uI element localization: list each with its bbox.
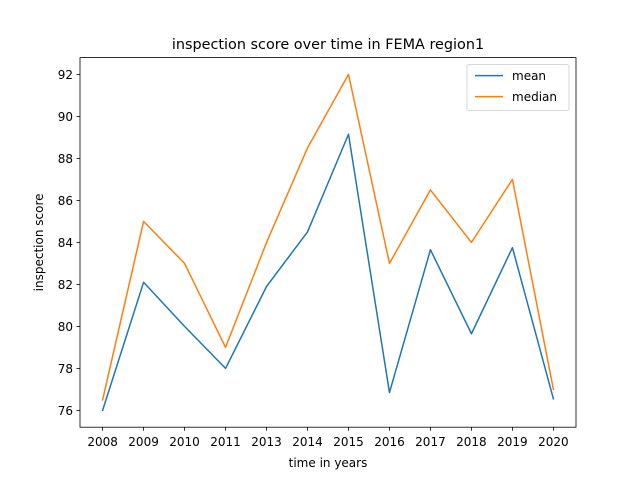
x-tick-label: 2019 (497, 435, 528, 449)
y-tick-label: 86 (58, 194, 73, 208)
y-tick-label: 78 (58, 362, 73, 376)
x-axis-label: time in years (289, 456, 368, 470)
x-tick-label: 2015 (333, 435, 364, 449)
series-layer (101, 73, 555, 412)
series-line-median (101, 73, 555, 401)
x-tick-label: 2010 (169, 435, 200, 449)
y-tick-label: 88 (58, 152, 73, 166)
x-tick-label: 2018 (456, 435, 487, 449)
x-tick-label: 2016 (374, 435, 405, 449)
x-axis-ticks: 2008 2009 2010 2011 2013 2014 2015 2016 2017 2018… (87, 427, 569, 449)
x-tick-label: 2009 (128, 435, 159, 449)
y-tick-label: 84 (58, 236, 73, 250)
x-tick-label: 2013 (251, 435, 282, 449)
y-tick-label: 76 (58, 404, 73, 418)
chart-title: inspection score over time in FEMA regio… (172, 37, 484, 53)
x-tick-label: 2014 (292, 435, 323, 449)
x-tick-label: 2020 (538, 435, 569, 449)
y-tick-label: 90 (58, 110, 73, 124)
x-tick-label: 2011 (210, 435, 241, 449)
legend-label-mean: mean (512, 69, 546, 83)
y-tick-label: 82 (58, 278, 73, 292)
legend-label-median: median (512, 90, 557, 104)
plot-area-frame (79, 57, 577, 428)
y-tick-label: 92 (58, 68, 73, 82)
x-tick-label: 2017 (415, 435, 446, 449)
y-axis-label: inspection score (32, 193, 46, 291)
series-line-mean (101, 133, 555, 412)
y-tick-label: 80 (58, 320, 73, 334)
legend: mean median (466, 64, 570, 111)
y-axis-ticks: 76 78 80 82 84 86 88 90 92 (58, 68, 80, 418)
x-tick-label: 2008 (87, 435, 118, 449)
